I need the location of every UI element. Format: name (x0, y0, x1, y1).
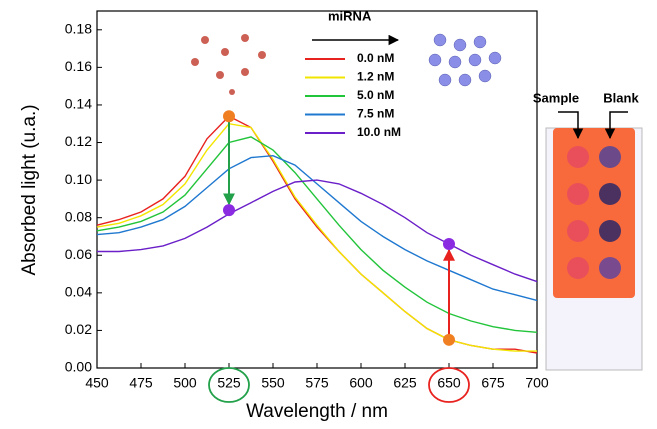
y-tick-label: 0.10 (65, 171, 92, 187)
legend-label: 7.5 nM (357, 107, 394, 121)
series-line (97, 116, 537, 353)
y-tick-label: 0.04 (65, 284, 92, 300)
y-tick-label: 0.14 (65, 96, 92, 112)
legend-label: 10.0 nM (357, 125, 401, 139)
x-tick-label: 650 (437, 375, 461, 391)
x-tick-label: 700 (525, 375, 549, 391)
y-tick-label: 0.00 (65, 359, 92, 375)
y-tick-label: 0.08 (65, 208, 92, 224)
legend-label: 0.0 nM (357, 51, 394, 65)
x-tick-label: 450 (85, 375, 109, 391)
legend-label: 1.2 nM (357, 70, 394, 84)
y-tick-label: 0.06 (65, 246, 92, 262)
well-plate (553, 128, 635, 298)
y-tick-label: 0.02 (65, 321, 92, 337)
x-axis-label: Wavelength / nm (246, 401, 388, 422)
aggregated-particles (429, 34, 501, 86)
x-tick-label: 550 (261, 375, 285, 391)
x-tick-label: 475 (129, 375, 153, 391)
y-tick-label: 0.16 (65, 58, 92, 74)
x-tick-label: 575 (305, 375, 329, 391)
inset-label: Sample (533, 90, 579, 105)
x-tick-label: 525 (217, 375, 241, 391)
legend-label: 5.0 nM (357, 88, 394, 102)
point-marker (443, 238, 455, 250)
inset-label: Blank (603, 90, 639, 105)
x-tick-label: 625 (393, 375, 417, 391)
series-line (97, 180, 537, 282)
x-tick-label: 600 (349, 375, 373, 391)
x-tick-label: 500 (173, 375, 197, 391)
point-marker (223, 110, 235, 122)
point-marker (223, 204, 235, 216)
y-axis-label: Absorbed light (u.a.) (19, 104, 40, 275)
series-line (97, 137, 537, 332)
x-tick-label: 675 (481, 375, 505, 391)
y-tick-label: 0.12 (65, 133, 92, 149)
dispersed-particles (191, 34, 266, 95)
series-line (97, 124, 537, 351)
y-tick-label: 0.18 (65, 20, 92, 36)
chart: Sample Blank miRNA Wavelength / nm Absor… (0, 0, 657, 429)
point-marker (443, 334, 455, 346)
